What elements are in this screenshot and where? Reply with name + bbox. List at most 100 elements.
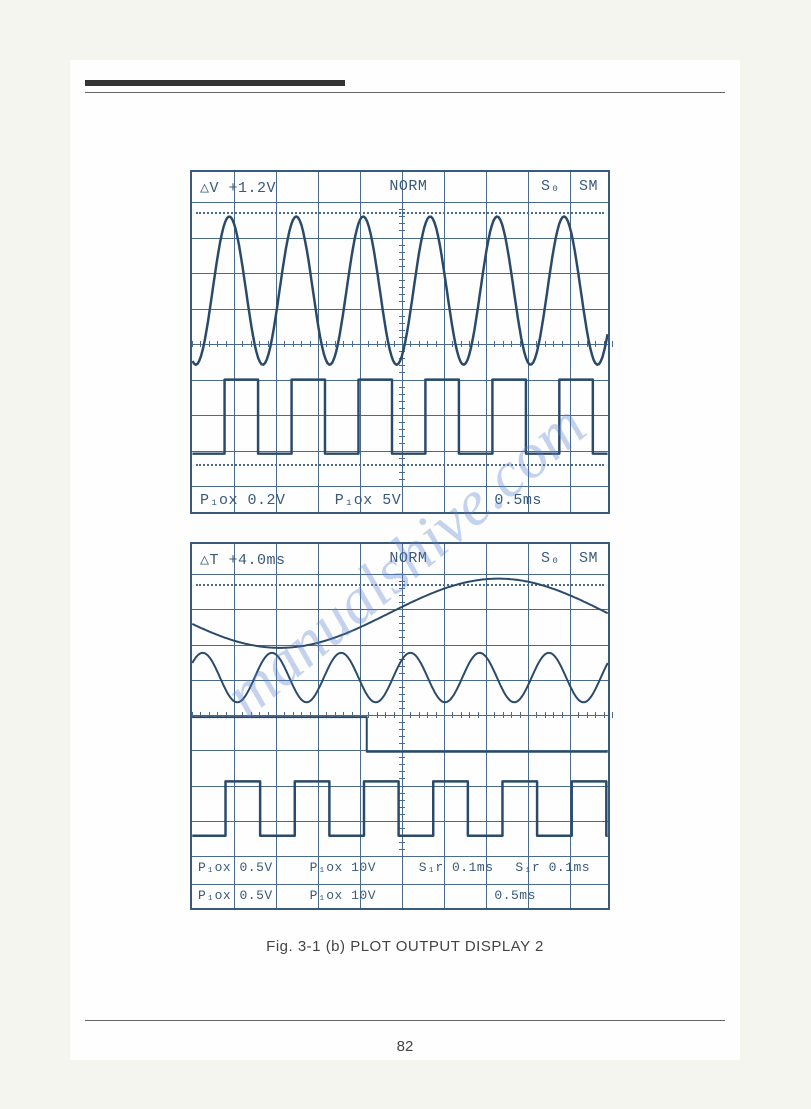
center-tick [399, 659, 405, 660]
center-tick [399, 623, 405, 624]
center-tick [461, 341, 462, 347]
center-tick [399, 245, 405, 246]
center-tick [399, 581, 405, 582]
center-tick [293, 341, 294, 347]
grid-line-h [192, 884, 608, 885]
center-tick [578, 341, 579, 347]
scope-header-mode: NORM [389, 178, 427, 195]
header-thick-rule [85, 80, 345, 86]
scope-footer-r2-timebase: 0.5ms [494, 888, 536, 903]
center-tick [385, 341, 386, 347]
page-number: 82 [70, 1038, 740, 1055]
scope-footer-r2-p2: P₁ox 10V [310, 888, 376, 903]
center-tick [410, 341, 411, 347]
center-tick [368, 341, 369, 347]
center-tick [399, 372, 405, 373]
header-thin-rule [85, 92, 725, 93]
center-tick [399, 588, 405, 589]
center-tick [427, 341, 428, 347]
center-tick [399, 266, 405, 267]
grid-line-v [234, 544, 235, 908]
center-tick [399, 630, 405, 631]
oscilloscope-display-1: △V +1.2VNORMS₀ SMP₁ox 0.2VP₁ox 5V0.5ms [190, 170, 610, 514]
center-tick [310, 341, 311, 347]
center-tick [399, 330, 405, 331]
center-tick [399, 778, 405, 779]
center-tick [399, 835, 405, 836]
center-tick [343, 341, 344, 347]
center-tick [478, 712, 479, 718]
center-tick [399, 821, 405, 822]
center-tick [385, 712, 386, 718]
center-tick [461, 712, 462, 718]
center-tick [377, 712, 378, 718]
center-tick [399, 252, 405, 253]
center-tick [226, 712, 227, 718]
center-tick [399, 715, 405, 716]
center-tick [399, 301, 405, 302]
center-tick [399, 287, 405, 288]
center-tick [209, 712, 210, 718]
center-tick [192, 341, 193, 347]
center-tick [570, 341, 571, 347]
center-tick [399, 757, 405, 758]
scope-header-delta: △T +4.0ms [200, 550, 286, 569]
center-tick [399, 793, 405, 794]
center-tick [503, 341, 504, 347]
center-tick [259, 712, 260, 718]
grid-line-v [402, 544, 403, 908]
center-tick [293, 712, 294, 718]
center-tick [234, 712, 235, 718]
center-tick [399, 764, 405, 765]
center-tick [399, 807, 405, 808]
center-tick [301, 712, 302, 718]
center-tick [399, 687, 405, 688]
center-tick [553, 341, 554, 347]
center-tick [301, 341, 302, 347]
center-tick [399, 429, 405, 430]
center-tick [587, 341, 588, 347]
scope-header-suffix: S₀ SM [541, 178, 598, 195]
center-tick [399, 637, 405, 638]
center-tick [335, 341, 336, 347]
center-tick [436, 341, 437, 347]
center-tick [399, 365, 405, 366]
center-tick [545, 712, 546, 718]
center-tick [399, 344, 405, 345]
center-tick [399, 401, 405, 402]
center-tick [399, 309, 405, 310]
scope-footer-r1-s2: S₁r 0.1ms [515, 860, 590, 875]
center-tick [284, 341, 285, 347]
center-tick [268, 712, 269, 718]
center-tick [511, 712, 512, 718]
center-tick [399, 436, 405, 437]
center-tick [528, 712, 529, 718]
center-tick [352, 341, 353, 347]
center-tick [536, 712, 537, 718]
center-tick [242, 341, 243, 347]
center-tick [399, 595, 405, 596]
center-tick [486, 341, 487, 347]
center-tick [399, 202, 405, 203]
center-tick [419, 712, 420, 718]
center-tick [399, 856, 405, 857]
center-tick [587, 712, 588, 718]
center-tick [520, 341, 521, 347]
center-tick [399, 472, 405, 473]
center-tick [399, 294, 405, 295]
center-tick [394, 712, 395, 718]
center-tick [536, 341, 537, 347]
center-tick [399, 238, 405, 239]
center-tick [399, 708, 405, 709]
scope-footer-r1-p2: P₁ox 10V [310, 860, 376, 875]
center-tick [399, 351, 405, 352]
center-tick [399, 209, 405, 210]
center-tick [452, 341, 453, 347]
center-tick [612, 341, 613, 347]
center-tick [562, 712, 563, 718]
center-tick [360, 712, 361, 718]
center-tick [595, 712, 596, 718]
center-tick [520, 712, 521, 718]
center-tick [399, 259, 405, 260]
scope-footer-p1: P₁ox 0.2V [200, 492, 286, 509]
